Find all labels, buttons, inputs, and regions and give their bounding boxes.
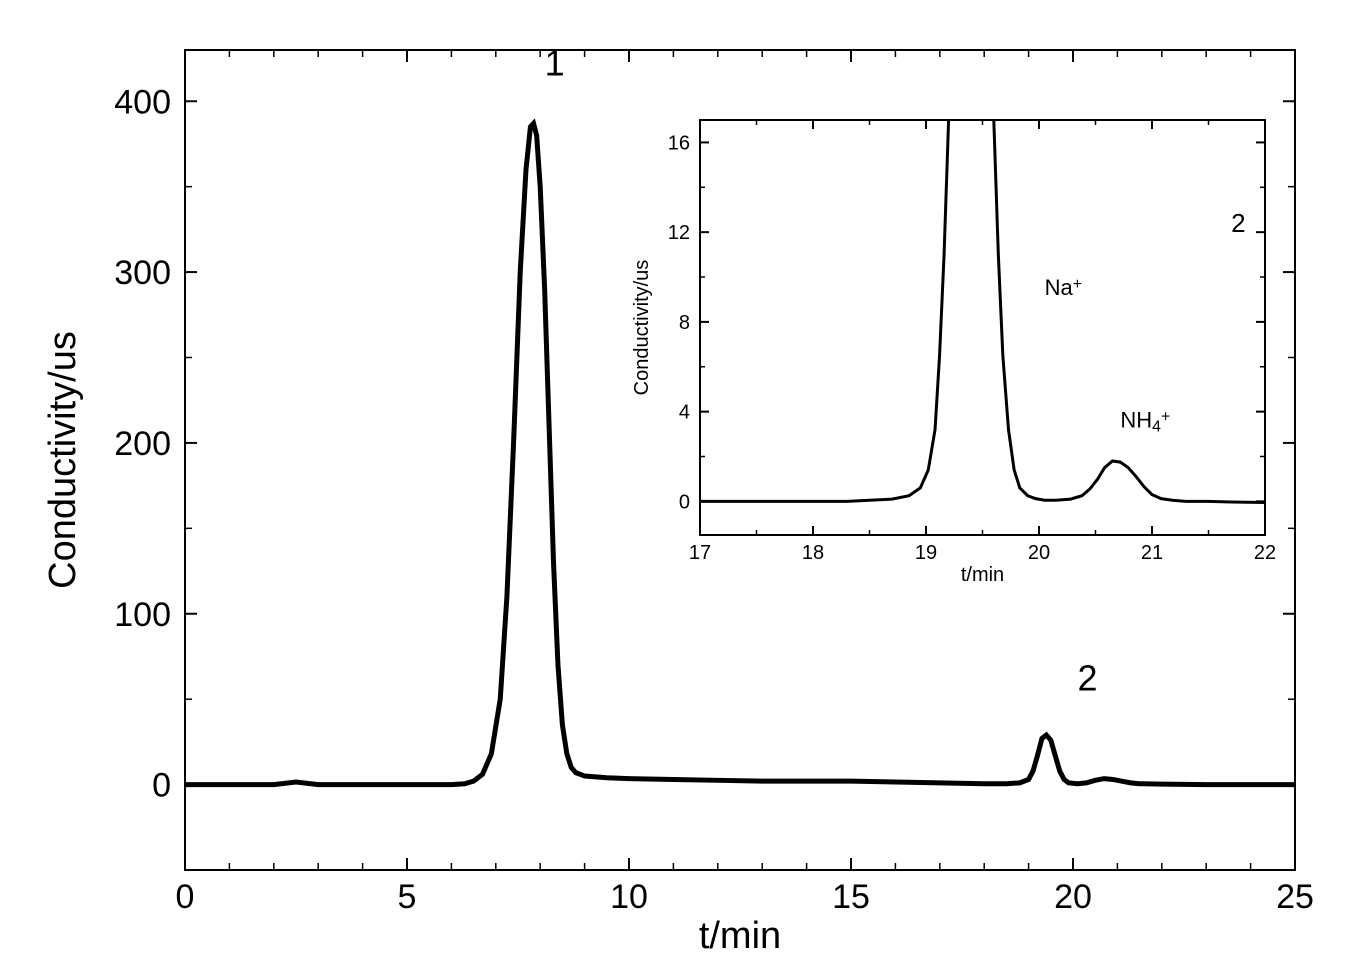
x-tick-label: 22 xyxy=(1254,542,1276,564)
y-tick-label: 0 xyxy=(152,767,171,805)
x-tick-label: 17 xyxy=(689,542,711,564)
x-tick-label: 19 xyxy=(915,542,937,564)
x-tick-label: 5 xyxy=(398,878,417,916)
x-tick-label: 18 xyxy=(802,542,824,564)
x-tick-label: 20 xyxy=(1054,878,1092,916)
annotation: 2 xyxy=(1077,658,1097,699)
y-tick-label: 16 xyxy=(668,132,690,154)
main-data-line xyxy=(185,123,1295,784)
y-tick-label: 100 xyxy=(114,596,171,634)
y-tick-label: 200 xyxy=(114,425,171,463)
x-tick-label: 0 xyxy=(176,878,195,916)
x-tick-label: 15 xyxy=(832,878,870,916)
y-axis-title: Conductivity/us xyxy=(631,260,653,396)
y-tick-label: 400 xyxy=(114,83,171,121)
x-axis-title: t/min xyxy=(961,564,1004,586)
y-tick-label: 0 xyxy=(679,491,690,513)
y-tick-label: 12 xyxy=(668,222,690,244)
chromatogram-chart: 05101520250100200300400t/minConductivity… xyxy=(0,0,1346,976)
x-tick-label: 10 xyxy=(610,878,648,916)
annotation: 1 xyxy=(545,43,565,84)
x-tick-label: 25 xyxy=(1276,878,1314,916)
y-tick-label: 8 xyxy=(679,312,690,334)
x-tick-label: 21 xyxy=(1141,542,1163,564)
annotation: NH4+ xyxy=(1120,407,1170,435)
annotation: Na+ xyxy=(1045,275,1082,300)
y-tick-label: 4 xyxy=(679,402,690,424)
x-axis-title: t/min xyxy=(699,915,781,957)
chart-container: 05101520250100200300400t/minConductivity… xyxy=(0,0,1346,976)
x-tick-label: 20 xyxy=(1028,542,1050,564)
y-axis-title: Conductivity/us xyxy=(42,331,84,589)
annotation: 2 xyxy=(1231,208,1245,238)
inset-data-line xyxy=(700,0,1265,502)
y-tick-label: 300 xyxy=(114,254,171,292)
